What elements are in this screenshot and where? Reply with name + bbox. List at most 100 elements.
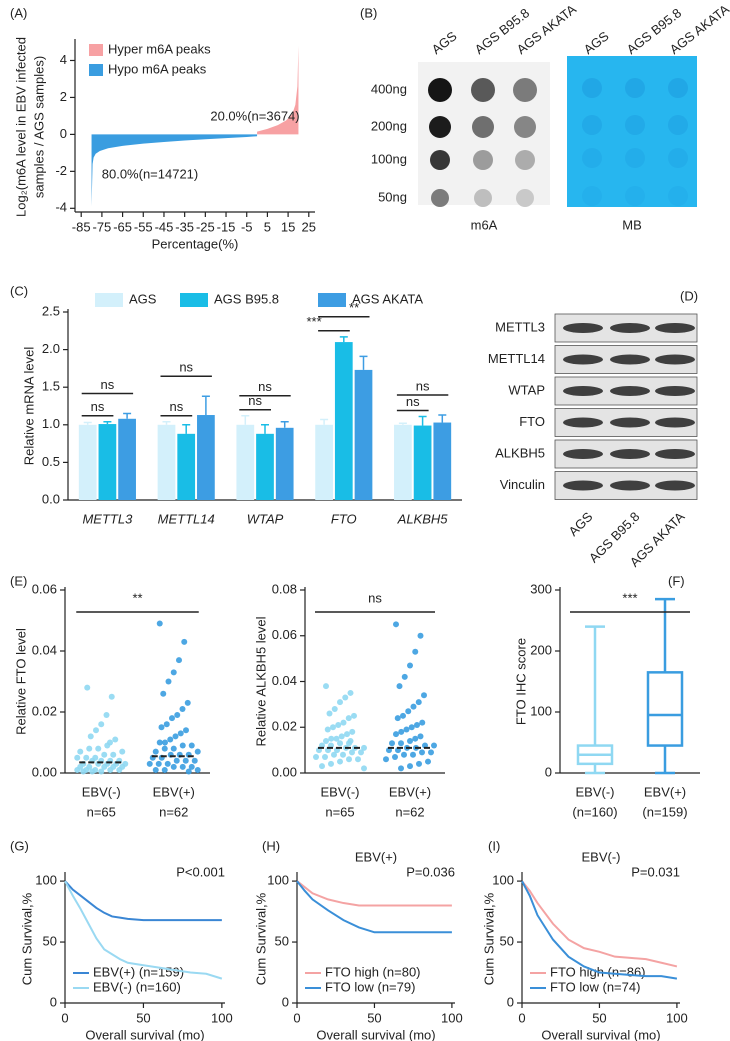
data-point xyxy=(313,753,319,760)
annotation: 80.0%(n=14721) xyxy=(102,166,199,181)
data-point xyxy=(322,753,328,760)
x-tick-label: 50 xyxy=(592,1010,606,1025)
error-bar xyxy=(339,336,348,343)
data-point xyxy=(155,760,162,767)
p-value: P<0.001 xyxy=(176,864,225,879)
error-bar xyxy=(280,421,289,428)
y-tick-label: 0 xyxy=(50,994,57,1009)
data-point xyxy=(403,726,410,733)
data-point xyxy=(152,748,159,755)
y-axis-label: Relative mRNA level xyxy=(21,347,36,466)
x-tick-label: -45 xyxy=(155,219,174,234)
amount-label: 400ng xyxy=(371,81,407,96)
group-label: EBV(-) xyxy=(321,784,360,799)
legend-label: EBV(+) (n=159) xyxy=(93,964,184,979)
y-tick-label: 0.08 xyxy=(272,581,297,596)
data-point xyxy=(400,712,406,719)
data-point xyxy=(110,751,117,758)
survival-curve xyxy=(296,880,452,907)
data-point xyxy=(188,742,195,749)
data-point xyxy=(333,735,340,742)
data-point xyxy=(337,699,343,706)
blot-dot xyxy=(516,189,534,207)
bar xyxy=(394,424,412,500)
data-point xyxy=(98,721,105,728)
error-bar xyxy=(182,424,191,434)
blot-band xyxy=(655,323,695,333)
y-tick-label: 0.02 xyxy=(272,719,297,734)
data-point xyxy=(104,742,111,749)
data-point xyxy=(431,742,437,749)
blot-dot xyxy=(471,78,495,102)
protein-label: ALKBH5 xyxy=(495,445,545,460)
data-point xyxy=(337,740,343,747)
bar xyxy=(354,369,373,500)
data-point xyxy=(417,632,424,639)
protein-label: WTAP xyxy=(508,382,545,397)
y-tick-label: 0.00 xyxy=(272,764,297,779)
data-point xyxy=(346,756,352,763)
x-axis-label: Overall survival (mo) xyxy=(541,1027,660,1041)
bar xyxy=(275,427,294,500)
mb-dot xyxy=(625,78,645,98)
y-axis-label: Relative FTO level xyxy=(13,628,28,735)
data-point xyxy=(112,736,119,743)
data-point xyxy=(174,712,181,719)
data-point xyxy=(331,705,338,712)
mb-dot xyxy=(582,115,602,135)
data-point xyxy=(95,745,102,752)
data-point xyxy=(340,719,347,726)
legend-label: FTO low (n=74) xyxy=(550,979,640,994)
data-point xyxy=(361,744,367,751)
panel-label: (E) xyxy=(10,573,27,588)
blot-band xyxy=(563,417,603,428)
data-point xyxy=(417,733,424,740)
mb-dot xyxy=(625,186,645,206)
data-point xyxy=(108,693,115,700)
legend-label: EBV(-) (n=160) xyxy=(93,979,181,994)
data-point xyxy=(169,715,175,722)
panel-label: (B) xyxy=(360,5,377,20)
bar xyxy=(118,418,136,500)
data-point xyxy=(401,751,407,758)
x-tick-label: ALKBH5 xyxy=(397,511,449,526)
data-point xyxy=(401,673,408,680)
data-point xyxy=(164,760,171,767)
data-point xyxy=(340,751,346,758)
y-tick-label: 0.06 xyxy=(272,627,297,642)
x-tick-label: WTAP xyxy=(247,511,284,526)
y-tick-label: 0.5 xyxy=(42,454,60,469)
significance-label: *** xyxy=(622,590,637,605)
y-tick-label: 50 xyxy=(500,933,514,948)
x-tick-label: -5 xyxy=(241,219,253,234)
blot-band xyxy=(563,480,603,491)
data-point xyxy=(156,739,163,746)
bar xyxy=(177,433,196,500)
blot-dot xyxy=(513,78,537,102)
bar xyxy=(157,424,176,500)
legend-label: AGS xyxy=(129,291,157,306)
significance-label: ns xyxy=(258,379,272,394)
data-point xyxy=(179,742,186,749)
legend-swatch xyxy=(89,64,103,76)
group-n-label: n=62 xyxy=(395,804,424,819)
data-point xyxy=(349,728,356,735)
data-point xyxy=(179,705,186,712)
p-value: P=0.036 xyxy=(406,864,455,879)
data-point xyxy=(393,731,399,738)
group-n-label: n=62 xyxy=(159,804,188,819)
panel-label: (D) xyxy=(680,288,698,303)
mb-dot xyxy=(582,148,602,168)
y-axis-label: Relative ALKBH5 level xyxy=(253,616,268,746)
data-point xyxy=(410,751,416,758)
data-point xyxy=(328,760,334,767)
significance-label: ns xyxy=(368,590,382,605)
data-point xyxy=(89,768,96,775)
data-point xyxy=(323,683,329,690)
blot-band xyxy=(610,417,650,428)
chart-title: EBV(+) xyxy=(355,849,397,864)
x-tick-label: -75 xyxy=(92,219,111,234)
error-bar xyxy=(438,414,447,423)
panel-label: (A) xyxy=(10,5,27,20)
amount-label: 100ng xyxy=(371,151,407,166)
